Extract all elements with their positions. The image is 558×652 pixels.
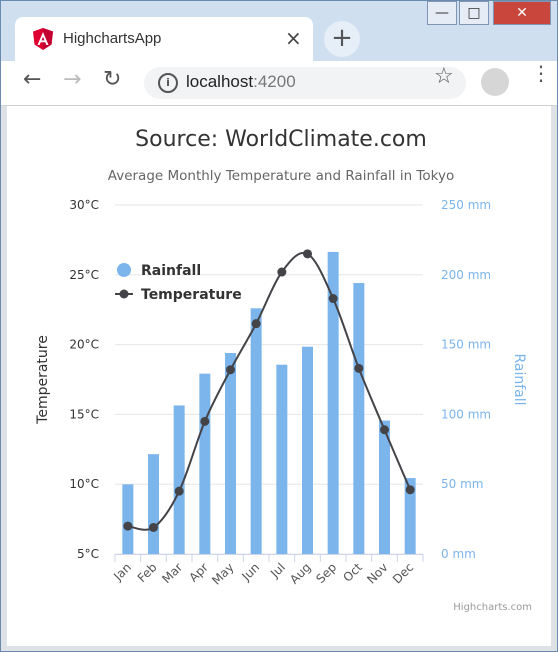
- temperature-point: [380, 425, 389, 435]
- legend-rainfall-label: Rainfall: [141, 263, 201, 279]
- url-port: :4200: [253, 72, 296, 91]
- y-left-axis-title: Temperature: [35, 335, 51, 425]
- browser-toolbar: ← → ↻ i localhost:4200 ☆ ⋮: [1, 61, 557, 106]
- address-bar[interactable]: i localhost:4200: [144, 67, 466, 99]
- rainfall-bar: [379, 420, 390, 554]
- x-tick-label: Mar: [159, 560, 185, 586]
- legend-temperature-label: Temperature: [141, 287, 242, 303]
- y-left-tick-label: 20°C: [69, 338, 99, 352]
- maximize-button[interactable]: □: [459, 1, 489, 25]
- y-left-tick-label: 15°C: [69, 407, 99, 421]
- rainfall-bar: [199, 373, 211, 554]
- rainfall-bar: [173, 405, 185, 554]
- tab-bar: HighchartsApp × + — □ ✕: [1, 1, 557, 61]
- temperature-point: [303, 249, 312, 259]
- y-right-tick-label: 0 mm: [441, 547, 476, 561]
- rainfall-bar: [148, 454, 159, 554]
- temperature-point: [251, 319, 261, 329]
- info-icon[interactable]: i: [158, 73, 178, 93]
- x-tick-label: Jun: [238, 560, 262, 584]
- temperature-point: [149, 522, 158, 532]
- x-tick-label: May: [209, 560, 236, 587]
- bookmark-star-icon[interactable]: ☆: [434, 64, 454, 89]
- rainfall-bar: [353, 283, 365, 554]
- temperature-point: [277, 267, 287, 277]
- menu-icon[interactable]: ⋮: [531, 61, 551, 85]
- forward-icon[interactable]: →: [63, 67, 82, 92]
- url-host: localhost: [186, 72, 254, 91]
- rainfall-bar: [122, 484, 134, 554]
- credits[interactable]: Highcharts.com: [453, 602, 532, 613]
- y-right-tick-label: 50 mm: [441, 477, 483, 491]
- x-tick-label: Sep: [313, 560, 339, 586]
- chart-title: Source: WorldClimate.com: [135, 127, 427, 152]
- y-right-tick-label: 250 mm: [441, 198, 491, 212]
- chart: Source: WorldClimate.com Average Monthly…: [35, 127, 532, 613]
- back-icon[interactable]: ←: [23, 67, 42, 92]
- url-text: localhost:4200: [186, 72, 296, 92]
- x-tick-label: Feb: [135, 560, 160, 585]
- angular-icon: [33, 28, 53, 50]
- y-left-tick-label: 25°C: [69, 268, 99, 282]
- x-tick-label: Dec: [390, 560, 416, 586]
- temperature-point: [328, 294, 338, 304]
- rainfall-bar: [404, 478, 416, 554]
- y-right-tick-label: 100 mm: [441, 407, 491, 421]
- x-tick-label: Oct: [340, 560, 365, 585]
- legend-rainfall-symbol: [117, 263, 131, 277]
- profile-avatar[interactable]: [481, 68, 509, 96]
- page-content: Source: WorldClimate.com Average Monthly…: [7, 106, 551, 646]
- minimize-button[interactable]: —: [427, 1, 457, 25]
- x-tick-label: Jul: [267, 560, 288, 581]
- rainfall-bar: [276, 364, 288, 554]
- reload-icon[interactable]: ↻: [103, 67, 122, 92]
- x-tick-label: Apr: [186, 560, 211, 585]
- temperature-point: [405, 485, 415, 495]
- x-tick-label: Jan: [110, 560, 134, 584]
- tab-title: HighchartsApp: [63, 30, 162, 47]
- rainfall-bar: [302, 346, 313, 554]
- rainfall-bar: [250, 308, 262, 554]
- y-left-tick-label: 30°C: [69, 198, 99, 212]
- x-tick-label: Nov: [364, 560, 390, 586]
- temperature-point: [226, 365, 235, 375]
- temperature-point: [200, 416, 210, 426]
- legend-temperature-symbol: [119, 289, 129, 299]
- y-right-tick-label: 150 mm: [441, 338, 491, 352]
- tab-highchartsapp[interactable]: HighchartsApp ×: [15, 17, 313, 61]
- chart-subtitle: Average Monthly Temperature and Rainfall…: [108, 168, 454, 184]
- rainfall-bar: [225, 352, 236, 554]
- new-tab-button[interactable]: +: [324, 21, 360, 57]
- x-tick-label: Aug: [287, 560, 313, 586]
- rainfall-bar: [327, 251, 339, 555]
- y-left-tick-label: 5°C: [77, 547, 99, 561]
- tab-close-icon[interactable]: ×: [285, 26, 302, 50]
- y-right-axis-title: Rainfall: [511, 353, 527, 405]
- temperature-point: [174, 486, 184, 496]
- temperature-point: [123, 521, 133, 531]
- temperature-point: [354, 363, 364, 373]
- close-window-button[interactable]: ✕: [493, 1, 551, 25]
- y-left-tick-label: 10°C: [69, 477, 99, 491]
- y-right-tick-label: 200 mm: [441, 268, 491, 282]
